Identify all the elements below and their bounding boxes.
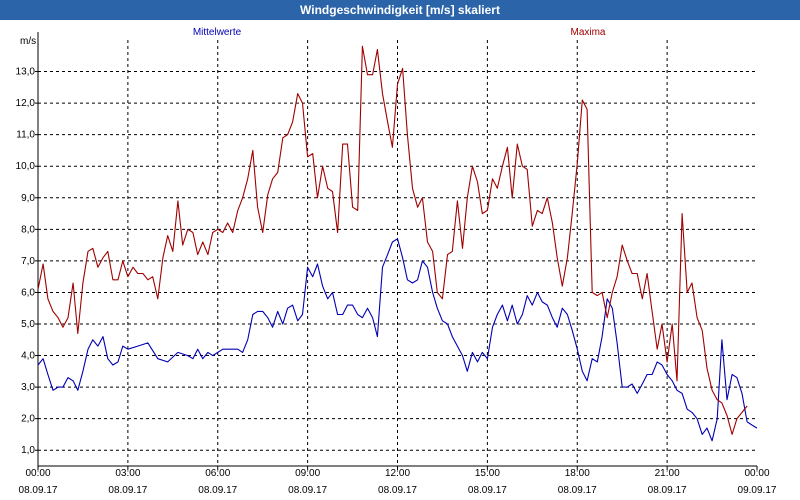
y-tick-label: 7,0 xyxy=(21,256,35,267)
x-tick-time: 03:00 xyxy=(115,468,140,479)
axes: 1,0 2,0 3,0 4,0 5,0 6,0 7,0 8,0 9,0 10,0 11,0 12,0 1… xyxy=(16,32,777,496)
series-line-mittelwerte xyxy=(37,238,758,442)
x-tick-date: 08.09.17 xyxy=(468,485,507,496)
y-tick-label: 6,0 xyxy=(21,287,35,298)
y-tick-label: 4,0 xyxy=(21,351,35,362)
x-tick-time: 15:00 xyxy=(475,468,500,479)
x-tick-time: 12:00 xyxy=(385,468,410,479)
x-tick-date: 08.09.17 xyxy=(378,485,417,496)
grid xyxy=(38,40,757,466)
x-tick-date: 08.09.17 xyxy=(19,485,58,496)
x-tick-time: 09:00 xyxy=(295,468,320,479)
y-tick-label: 2,0 xyxy=(21,414,35,425)
wind-speed-chart: 1,0 2,0 3,0 4,0 5,0 6,0 7,0 8,0 9,0 10,0 11,0 12,0 1… xyxy=(16,27,777,496)
x-tick-date: 08.09.17 xyxy=(558,485,597,496)
x-tick-time: 18:00 xyxy=(565,468,590,479)
y-tick-label: 13,0 xyxy=(16,67,36,78)
x-tick-time: 00:00 xyxy=(744,468,769,479)
legend-maxima: Maxima xyxy=(570,27,605,38)
series-lines xyxy=(37,45,758,442)
y-tick-label: 3,0 xyxy=(21,382,35,393)
y-tick-label: 12,0 xyxy=(16,98,36,109)
x-tick-date: 08.09.17 xyxy=(648,485,687,496)
x-tick-date: 08.09.17 xyxy=(198,485,237,496)
x-tick-time: 21:00 xyxy=(655,468,680,479)
x-tick-time: 06:00 xyxy=(205,468,230,479)
y-tick-label: 5,0 xyxy=(21,319,35,330)
window-title: Windgeschwindigkeit [m/s] skaliert xyxy=(0,0,800,20)
y-tick-label: 11,0 xyxy=(16,130,35,141)
x-tick-date: 08.09.17 xyxy=(288,485,327,496)
y-tick-label: 1,0 xyxy=(21,445,35,456)
y-tick-label: 10,0 xyxy=(16,161,36,172)
y-tick-label: 8,0 xyxy=(21,224,35,235)
legend-mittelwerte: Mittelwerte xyxy=(193,27,242,38)
series-line-maxima xyxy=(37,45,748,435)
y-tick-label: 9,0 xyxy=(21,193,35,204)
x-tick-date: 08.09.17 xyxy=(108,485,147,496)
x-tick-time: 00:00 xyxy=(25,468,50,479)
x-tick-date: 09.09.17 xyxy=(738,485,777,496)
y-axis-label: m/s xyxy=(20,36,36,47)
